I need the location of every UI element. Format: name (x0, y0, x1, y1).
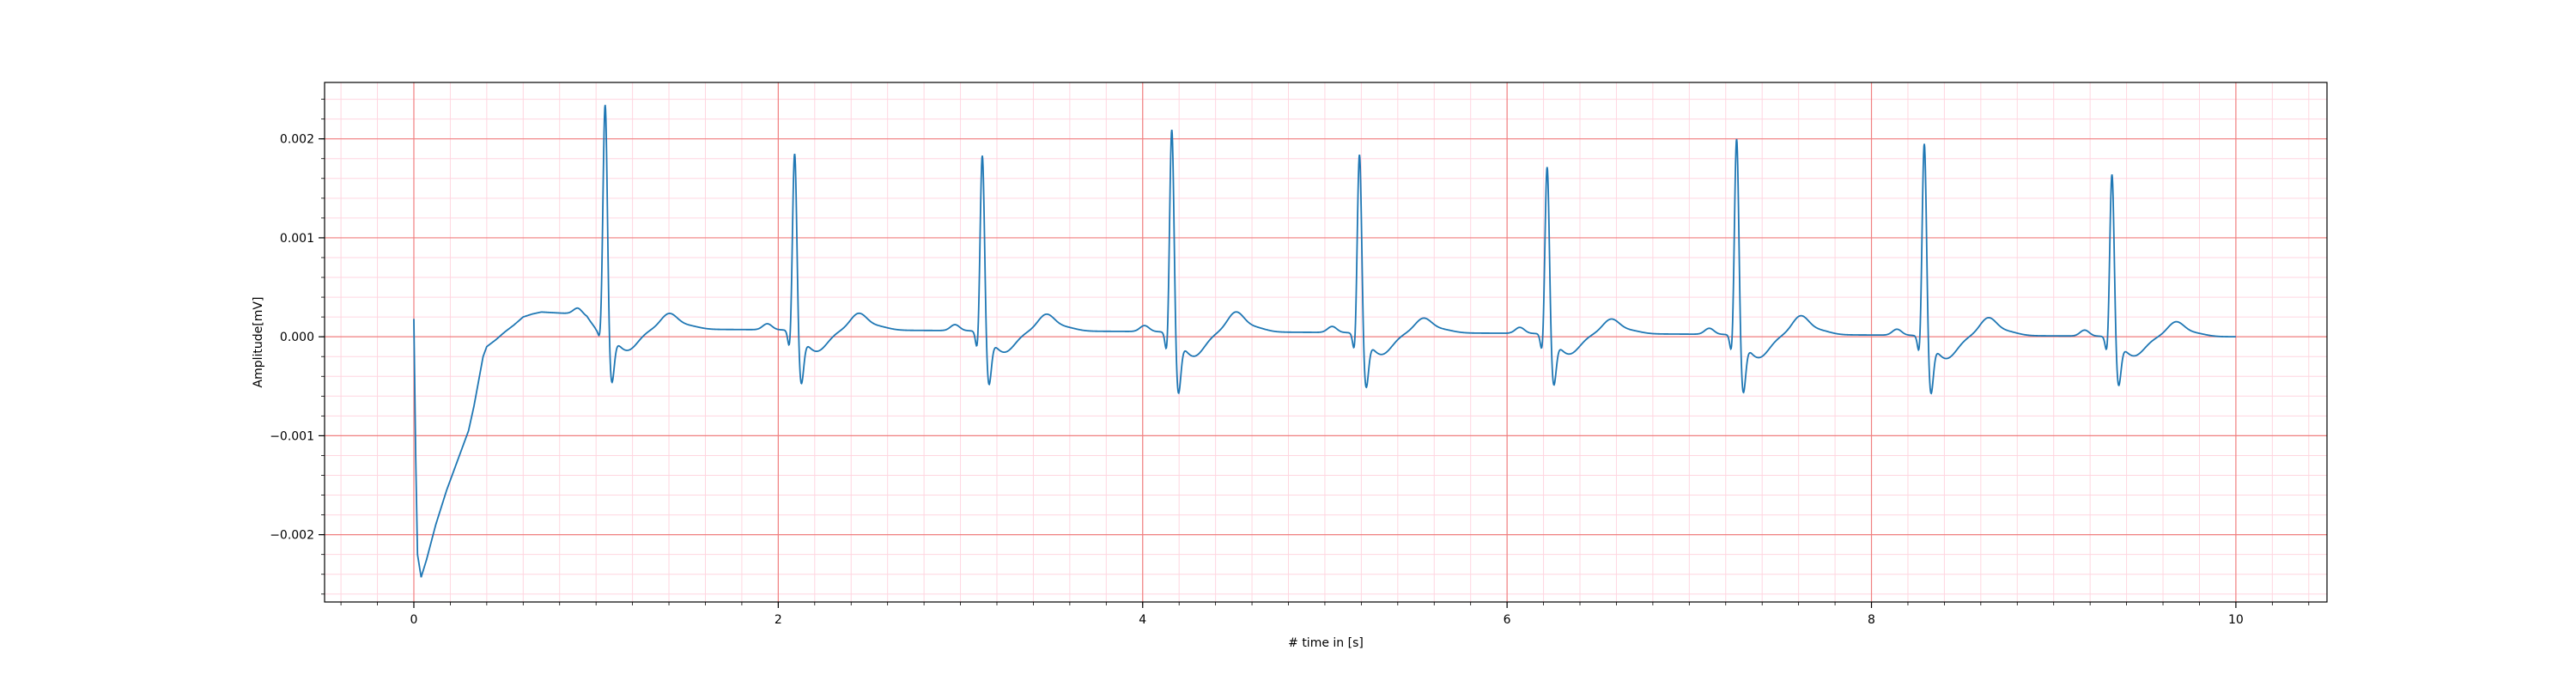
x-tick-label: 4 (1139, 613, 1146, 627)
y-tick-label: −0.002 (270, 529, 314, 543)
x-axis-ticks: 0 2 4 6 8 10 (340, 602, 2310, 627)
x-axis-label: # time in [s] (1288, 636, 1364, 650)
y-tick-label: −0.001 (270, 429, 314, 443)
x-tick-label: 6 (1504, 613, 1511, 627)
y-tick-label: 0.001 (280, 232, 314, 246)
ecg-signal-line (413, 105, 2236, 578)
x-tick-label: 10 (2228, 613, 2244, 627)
y-tick-label: 0.000 (280, 331, 314, 344)
x-tick-label: 2 (775, 613, 782, 627)
x-tick-label: 0 (410, 613, 418, 627)
y-axis-ticks: −0.002 −0.001 0.000 0.001 0.002 (270, 99, 325, 595)
x-tick-label: 8 (1868, 613, 1875, 627)
y-axis-label: Amplitude[mV] (252, 297, 265, 388)
plot-frame (324, 82, 2328, 603)
minor-grid (325, 82, 2327, 602)
major-grid (325, 82, 2327, 602)
y-tick-label: 0.002 (280, 133, 314, 147)
